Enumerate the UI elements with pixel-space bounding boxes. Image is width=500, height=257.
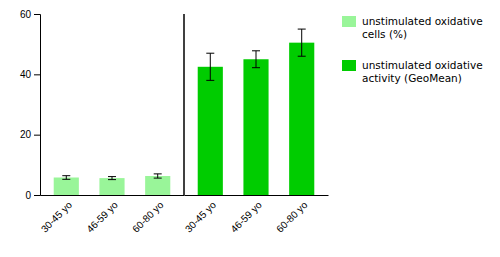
legend-item: unstimulated oxidativecells (%) [342, 15, 483, 40]
bar [198, 67, 223, 195]
y-tick-label: 40 [20, 69, 32, 80]
x-tick: 60-80 yo [130, 199, 166, 235]
x-axis: 30-45 yo46-59 yo 60-80 yo [183, 196, 329, 235]
x-tick: 30-45 yo [183, 199, 219, 235]
x-tick: 60-80 yo [274, 199, 310, 235]
error-bar [154, 174, 162, 178]
error-bar [252, 51, 260, 68]
error-cap [62, 175, 70, 176]
x-axis: 30-45 yo46-59 yo 60-80 yo [39, 196, 185, 235]
y-tick: 0 [25, 190, 40, 201]
error-cap [298, 56, 306, 57]
series [198, 29, 315, 195]
error-cap [154, 178, 162, 179]
error-cap [108, 176, 116, 177]
bar [54, 178, 79, 195]
error-cap [206, 80, 214, 81]
error-line [256, 51, 257, 68]
y-tick: 60 [20, 9, 40, 20]
x-tick-label: 30-45 yo [39, 199, 75, 235]
error-cap [108, 179, 116, 180]
plot: 020406030-45 yo46-59 yo60-80 yo30-45 yo4… [20, 9, 329, 235]
chart: 020406030-45 yo46-59 yo60-80 yo30-45 yo4… [0, 0, 500, 257]
y-tick-mark [34, 135, 40, 136]
x-tick-label: 30-45 yo [183, 199, 219, 235]
error-line [210, 53, 211, 80]
x-axis-line [185, 195, 329, 196]
legend: unstimulated oxidativecells (%) unstimula… [342, 15, 483, 84]
error-bar [62, 176, 70, 180]
legend-item: unstimulated oxidativeactivity (GeoMean) [342, 59, 483, 84]
y-tick: 40 [20, 69, 40, 80]
y-tick: 20 [20, 129, 40, 140]
legend-label: unstimulated oxidativeactivity (GeoMean) [362, 59, 483, 84]
error-cap [62, 179, 70, 180]
error-cap [252, 67, 260, 68]
error-line [301, 29, 302, 56]
y-axis-line [34, 15, 41, 196]
error-bar [206, 53, 214, 80]
error-cap [298, 29, 306, 30]
panel-divider [183, 14, 185, 195]
error-cap [252, 50, 260, 51]
y-tick-label: 20 [20, 129, 32, 140]
x-tick-label: 60-80 yo [274, 199, 310, 235]
x-tick: 46-59 yo [228, 199, 264, 235]
bar [145, 176, 170, 195]
legend-swatch [342, 60, 356, 71]
bar [99, 178, 124, 195]
error-cap [206, 53, 214, 54]
legend-swatch [342, 16, 356, 27]
x-tick-label: 46-59 yo [228, 199, 264, 235]
x-tick: 30-45 yo [39, 199, 75, 235]
legend-label: unstimulated oxidativecells (%) [362, 15, 483, 40]
error-line [157, 174, 158, 178]
y-tick-mark [34, 195, 40, 196]
error-bar [108, 177, 116, 180]
y-tick-label: 0 [25, 190, 31, 201]
error-bar [298, 29, 306, 56]
x-tick-label: 60-80 yo [130, 199, 166, 235]
bar [243, 59, 268, 195]
series [54, 174, 171, 195]
error-cap [154, 173, 162, 174]
y-tick-mark [34, 14, 40, 15]
x-tick-label: 46-59 yo [84, 199, 120, 235]
y-tick-mark [34, 74, 40, 75]
error-line [66, 176, 67, 180]
x-axis-line [41, 195, 185, 196]
x-tick: 46-59 yo [84, 199, 120, 235]
bar [289, 43, 314, 195]
y-tick-label: 60 [20, 9, 32, 20]
y-axis: 0 20 40 60 [20, 9, 41, 201]
